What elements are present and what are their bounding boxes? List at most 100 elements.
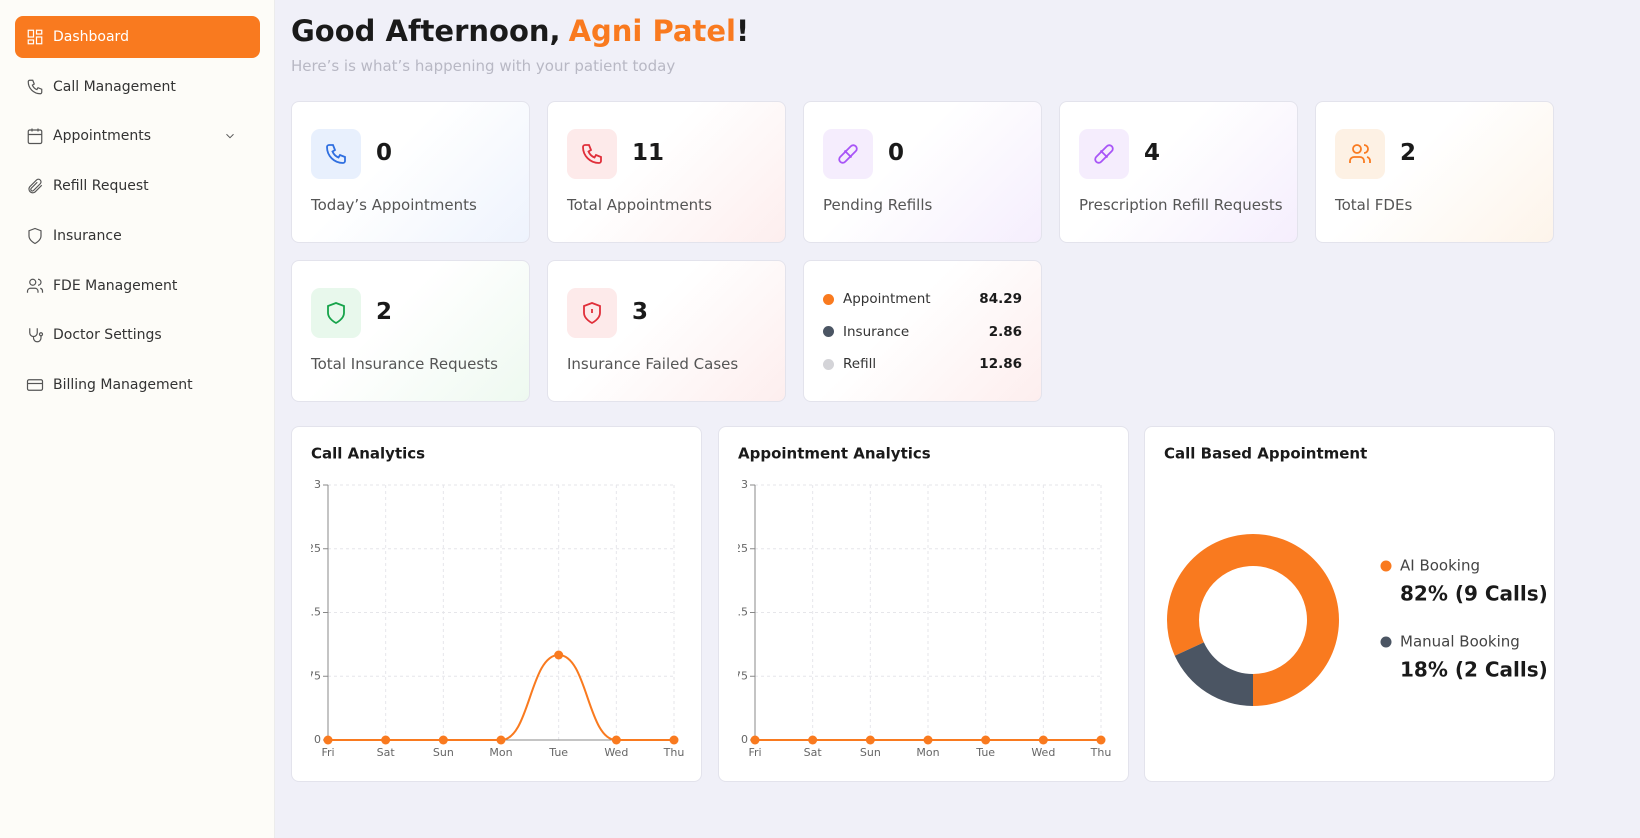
y-tick-label: 2.25 [724, 542, 749, 555]
greeting: Good Afternoon, Agni Patel! [291, 14, 749, 48]
stat-icon [1335, 129, 1385, 179]
breakdown-card: Appointment 84.29 Insurance 2.86 Refill 12.86 [803, 260, 1042, 402]
pie-slice [1167, 534, 1339, 706]
nav-item[interactable]: Dashboard [15, 16, 260, 58]
breakdown-row: Appointment 84.29 [823, 289, 1022, 309]
legend-dot [1380, 560, 1392, 572]
legend-dot [1380, 636, 1392, 648]
stat-card: 2 Total FDEs [1315, 101, 1554, 243]
y-tick-label: 1.5 [731, 606, 749, 619]
stat-label: Prescription Refill Requests [1079, 196, 1283, 214]
chart-title: Appointment Analytics [738, 445, 931, 463]
nav-item[interactable]: Insurance [15, 215, 260, 257]
point [554, 650, 564, 660]
stat-label: Total Insurance Requests [311, 355, 498, 373]
breakdown-value: 2.86 [988, 323, 1022, 340]
x-tick-label: Sat [377, 746, 396, 759]
nav-item[interactable]: Billing Management [15, 364, 260, 406]
point [1038, 735, 1048, 745]
chart-card: Appointment Analytics 0 0.75 1.5 2.25 3 Fri Sat… [718, 426, 1129, 782]
stat-card: 0 Today’s Appointments [291, 101, 530, 243]
stat-value: 2 [376, 299, 393, 325]
nav-item[interactable]: Call Management [15, 66, 260, 108]
value-label: 18% (2 Calls) [1400, 658, 1548, 682]
stat-label: Total Appointments [567, 196, 712, 214]
nav-item[interactable]: Doctor Settings [15, 314, 260, 356]
stat-card: 3 Insurance Failed Cases [547, 260, 786, 402]
nav-item[interactable]: Refill Request [15, 165, 260, 207]
stat-value: 0 [376, 140, 393, 166]
sidebar: Dashboard Call Management Appointments R… [0, 0, 275, 838]
point [669, 735, 679, 745]
x-tick-label: Thu [1090, 746, 1112, 759]
x-tick-label: Tue [548, 746, 568, 759]
stat-icon [311, 288, 361, 338]
stat-icon [567, 288, 617, 338]
stat-icon [823, 129, 873, 179]
pie-slice [1174, 642, 1253, 706]
stat-value: 0 [888, 140, 905, 166]
legend-dot [823, 358, 834, 370]
subtitle: Here’s is what’s happening with your pat… [291, 57, 676, 75]
point [323, 735, 333, 745]
stat-value: 11 [632, 140, 665, 166]
stat-label: Total FDEs [1335, 196, 1413, 214]
y-tick-label: 0.75 [297, 669, 322, 682]
legend-dot [823, 293, 834, 305]
breakdown-row: Insurance 2.86 [823, 322, 1022, 342]
breakdown-row: Refill 12.86 [823, 354, 1022, 374]
nav-item[interactable]: Appointments [15, 115, 260, 157]
stat-icon [1079, 129, 1129, 179]
stat-card: 0 Pending Refills [803, 101, 1042, 243]
point [808, 735, 818, 745]
nav-label: Refill Request [53, 178, 149, 194]
x-tick-label: Mon [489, 746, 512, 759]
breakdown-value: 12.86 [979, 356, 1022, 372]
stat-card: 2 Total Insurance Requests [291, 260, 530, 402]
nav-label: Dashboard [53, 29, 129, 45]
x-tick-label: Tue [975, 746, 995, 759]
y-tick-label: 2.25 [297, 542, 322, 555]
x-tick-label: Sun [860, 746, 881, 759]
stat-icon [311, 129, 361, 179]
x-tick-label: Sat [804, 746, 823, 759]
chart-card: Call Analytics 0 0.75 1.5 2.25 3 Fri Sat Sun Mon T… [291, 426, 702, 782]
point [923, 735, 933, 745]
breakdown-value: 84.29 [979, 291, 1022, 307]
y-tick-label: 3 [314, 478, 321, 491]
stat-label: Today’s Appointments [311, 196, 477, 214]
point [611, 735, 621, 745]
x-tick-label: Wed [1031, 746, 1055, 759]
nav-label: Insurance [53, 228, 122, 244]
stat-value: 4 [1144, 140, 1161, 166]
nav-label: Billing Management [53, 377, 193, 393]
chart-card: Call Based Appointment AI Booking 82% (9 C… [1144, 426, 1555, 782]
x-tick-label: Fri [748, 746, 761, 759]
stat-card: 4 Prescription Refill Requests [1059, 101, 1298, 243]
stat-icon [567, 129, 617, 179]
point [381, 735, 391, 745]
legend-label: Manual Booking [1400, 633, 1520, 651]
value-label: 82% (9 Calls) [1400, 582, 1548, 606]
stat-value: 3 [632, 299, 649, 325]
y-tick-label: 3 [741, 478, 748, 491]
nav-label: FDE Management [53, 278, 178, 294]
stat-label: Pending Refills [823, 196, 933, 214]
y-tick-label: 0 [741, 733, 748, 746]
nav-label: Appointments [53, 128, 152, 144]
point [438, 735, 448, 745]
stat-value: 2 [1400, 140, 1417, 166]
stat-label: Insurance Failed Cases [567, 355, 739, 373]
point [865, 735, 875, 745]
point [1096, 735, 1106, 745]
chart-title: Call Analytics [311, 445, 425, 463]
nav-label: Call Management [53, 79, 176, 95]
nav-item[interactable]: FDE Management [15, 265, 260, 307]
x-tick-label: Sun [433, 746, 454, 759]
point [496, 735, 506, 745]
point [981, 735, 991, 745]
greeting-suffix: ! [735, 14, 750, 48]
breakdown-name: Appointment [843, 291, 931, 307]
x-tick-label: Thu [663, 746, 685, 759]
